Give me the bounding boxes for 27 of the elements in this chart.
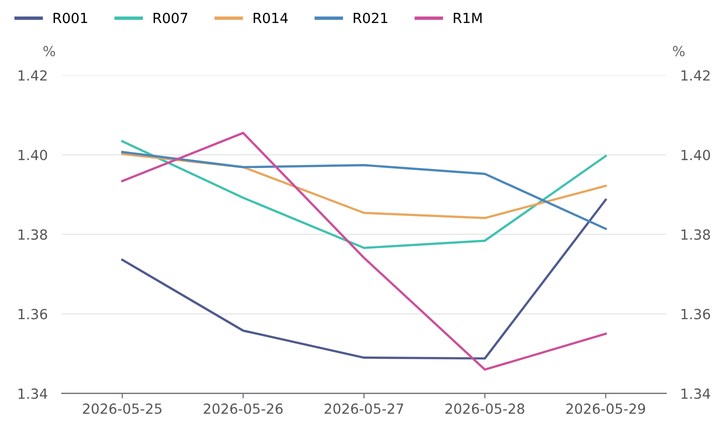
y2-tick-label: 1.40 (682, 150, 710, 160)
legend-label: R007 (154, 12, 188, 24)
x-tick-label: 2026-05-27 (324, 403, 404, 414)
y2-tick-label: 1.34 (682, 388, 710, 399)
line-series (121, 150, 607, 230)
y2-tick-label: 1.38 (682, 229, 710, 240)
y-tick-label: 1.40 (18, 150, 48, 160)
legend-label: R021 (354, 12, 388, 24)
line-series (121, 198, 607, 360)
y-tick-label: 1.34 (18, 388, 48, 399)
line-series (121, 132, 607, 371)
y2-axis-title: % (672, 46, 685, 56)
legend-label: R014 (254, 12, 288, 24)
x-tick-label: 2026-05-26 (204, 403, 283, 414)
y-axis-title: % (43, 46, 56, 56)
line-series (121, 152, 607, 220)
y-tick-label: 1.42 (18, 70, 47, 81)
y2-tick-label: 1.36 (682, 308, 710, 320)
x-tick-label: 2026-05-25 (82, 403, 162, 414)
x-tick-label: 2026-05-28 (446, 403, 524, 414)
legend-label: R1M (454, 12, 482, 24)
y-tick-label: 1.36 (18, 308, 48, 320)
line-series (121, 140, 607, 249)
y-tick-label: 1.38 (18, 229, 48, 240)
y2-tick-label: 1.42 (682, 70, 710, 81)
legend-label: R001 (54, 12, 88, 24)
x-tick-label: 2026-05-29 (566, 403, 646, 414)
